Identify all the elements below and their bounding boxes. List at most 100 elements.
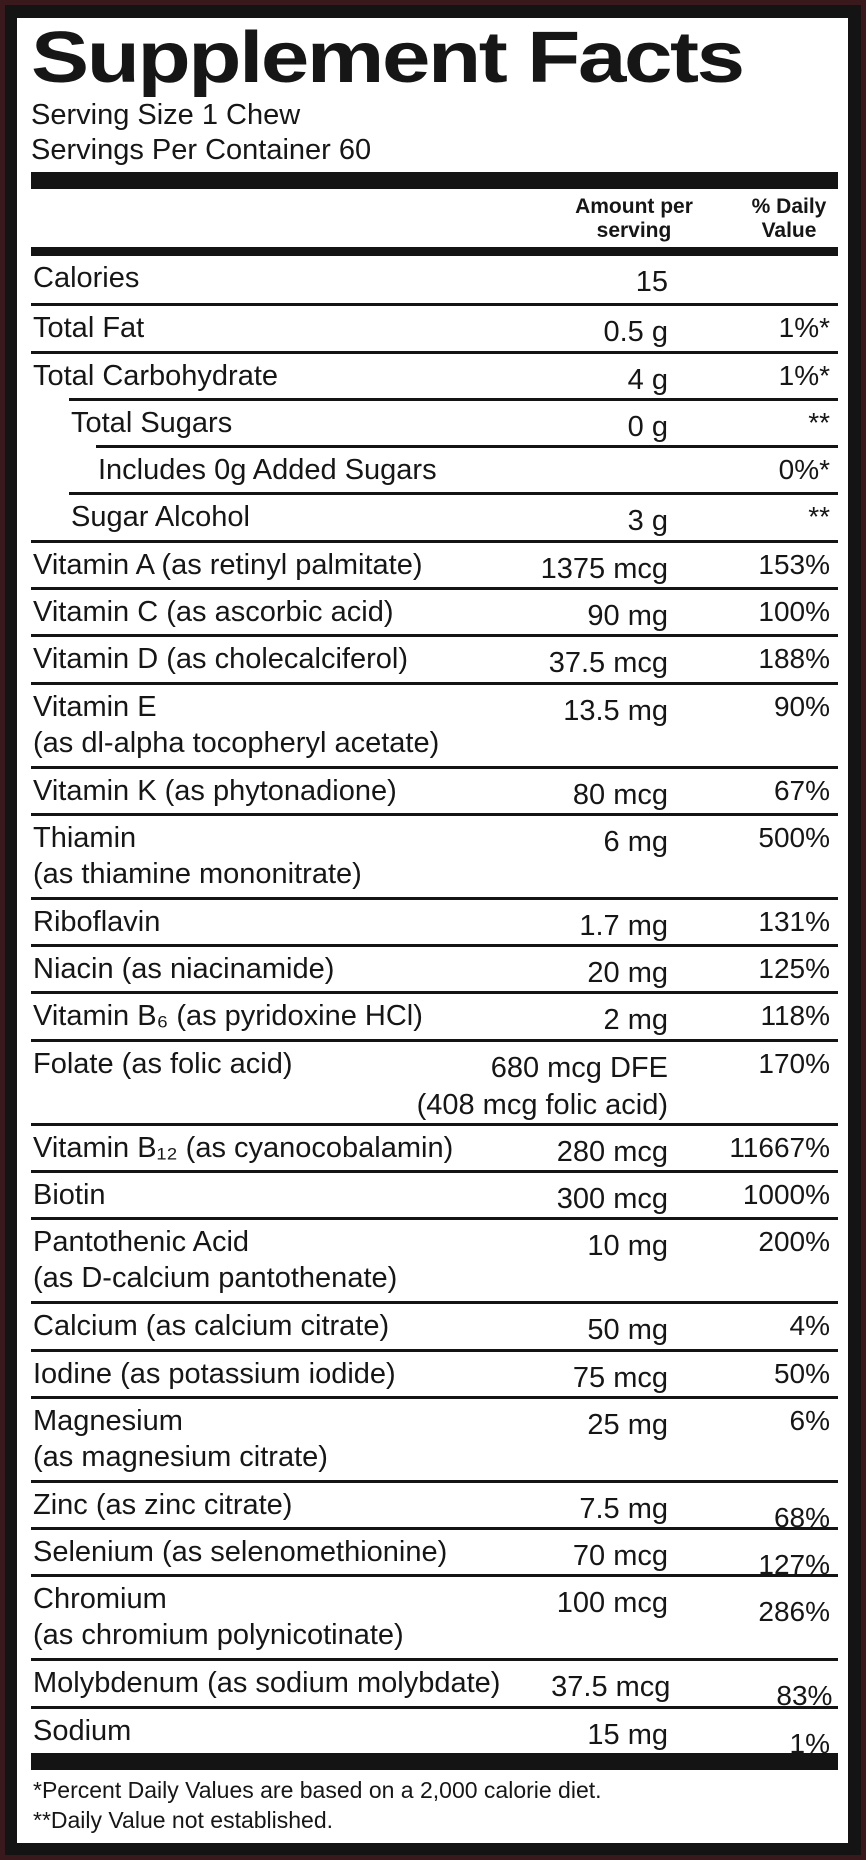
nutrient-name: Zinc (as zinc citrate): [31, 1487, 498, 1524]
nutrient-amount-line1: 0 g: [627, 410, 668, 443]
nutrient-row: Sodium 15 mg 1%: [31, 1705, 838, 1759]
nutrient-amount-line1: 75 mcg: [572, 1361, 668, 1394]
nutrient-row: Includes 0g Added Sugars 0%*: [96, 445, 838, 492]
nutrient-daily-value-text: 1%*: [778, 359, 830, 391]
nutrient-daily-value: 67%: [668, 773, 838, 810]
nutrient-daily-value: 200%: [668, 1224, 838, 1298]
nutrient-name-line1: Vitamin A (as retinyl palmitate): [33, 548, 423, 581]
nutrient-row: Total Sugars 0 g **: [69, 397, 838, 445]
nutrient-name-line1: Total Sugars: [71, 406, 233, 439]
nutrient-name: Vitamin C (as ascorbic acid): [31, 594, 498, 631]
nutrient-amount: 90 mg: [498, 594, 668, 632]
nutrient-amount-line1: 1375 mcg: [540, 552, 668, 585]
nutrient-daily-value: 153%: [668, 547, 838, 584]
nutrient-name: Sodium: [31, 1713, 498, 1750]
nutrient-name-line1: Sugar Alcohol: [71, 501, 250, 534]
nutrient-amount: 20 mg: [498, 951, 668, 990]
nutrient-amount: 70 mcg: [498, 1534, 668, 1573]
nutrient-daily-value: 170%: [668, 1046, 838, 1120]
nutrient-daily-value: **: [668, 405, 838, 442]
nutrient-name-line1: Includes 0g Added Sugars: [98, 454, 437, 487]
nutrient-daily-value: 286%: [668, 1581, 838, 1655]
nutrient-row: Vitamin B₁₂ (as cyanocobalamin) 280 mcg 11…: [31, 1122, 838, 1170]
nutrient-name-line1: Zinc (as zinc citrate): [33, 1488, 293, 1521]
nutrient-daily-value-text: 83%: [776, 1680, 833, 1712]
nutrient-name: Vitamin D (as cholecalciferol): [31, 641, 498, 678]
nutrient-name: Riboflavin: [31, 904, 498, 941]
nutrient-name-line1: Iodine (as potassium iodide): [33, 1357, 396, 1390]
footnotes: *Percent Daily Values are based on a 2,0…: [31, 1775, 838, 1835]
nutrient-daily-value-text: 127%: [758, 1549, 830, 1581]
nutrient-name-line1: Vitamin B₁₂ (as cyanocobalamin): [33, 1131, 454, 1164]
nutrient-row: Vitamin A (as retinyl palmitate) 1375 mcg…: [31, 539, 838, 587]
column-header-amount-line2: serving: [596, 219, 672, 242]
nutrient-name-line2: (as dl-alpha tocopheryl acetate): [33, 726, 440, 759]
nutrient-daily-value-text: 1%*: [778, 312, 830, 344]
nutrient-row: Riboflavin 1.7 mg 131%: [31, 896, 838, 944]
nutrient-amount-line1: 300 mcg: [556, 1182, 668, 1215]
nutrient-row: Iodine (as potassium iodide) 75 mcg 50%: [31, 1348, 838, 1396]
nutrient-daily-value-text: 6%: [789, 1404, 830, 1436]
nutrient-name-line1: Calcium (as calcium citrate): [33, 1310, 390, 1343]
nutrient-name: Vitamin K (as phytonadione): [31, 773, 498, 810]
nutrient-daily-value-text: 125%: [758, 953, 830, 985]
nutrient-daily-value: 131%: [668, 904, 838, 941]
nutrient-name-line1: Magnesium: [33, 1404, 183, 1437]
nutrient-row: Thiamin (as thiamine mononitrate) 6 mg 500%: [31, 812, 838, 897]
nutrient-name: Total Carbohydrate: [31, 358, 498, 395]
nutrient-daily-value-text: **: [808, 406, 830, 438]
nutrient-row: Zinc (as zinc citrate) 7.5 mg 68%: [31, 1479, 838, 1533]
nutrient-daily-value: 6%: [668, 1403, 838, 1477]
nutrient-name-line2: (as magnesium citrate): [33, 1440, 328, 1473]
nutrient-name-line1: Folate (as folic acid): [33, 1047, 293, 1080]
nutrient-name-line1: Sodium: [33, 1714, 132, 1747]
nutrient-amount: 15: [498, 260, 668, 300]
nutrient-name-line1: Niacin (as niacinamide): [33, 953, 335, 986]
nutrient-amount: 4 g: [498, 358, 668, 396]
nutrient-amount-line1: 4 g: [627, 363, 668, 396]
nutrient-daily-value-text: 90%: [773, 690, 830, 722]
nutrient-amount-line1: 70 mcg: [572, 1540, 668, 1573]
nutrient-row: Vitamin E (as dl-alpha tocopheryl acetate…: [31, 681, 838, 766]
nutrient-amount-line1: 680 mcg DFE: [490, 1051, 668, 1084]
nutrient-name-line2: (as chromium polynicotinate): [33, 1619, 404, 1652]
nutrient-daily-value: **: [668, 499, 838, 536]
nutrient-amount: 13.5 mg: [498, 689, 668, 763]
nutrient-amount-line1: 20 mg: [587, 957, 668, 990]
nutrient-daily-value-text: 131%: [758, 905, 830, 937]
footnote-percent-daily-values: *Percent Daily Values are based on a 2,0…: [33, 1777, 602, 1803]
nutrient-daily-value: 90%: [668, 689, 838, 763]
nutrient-daily-value: 4%: [668, 1308, 838, 1345]
nutrient-row: Calcium (as calcium citrate) 50 mg 4%: [31, 1301, 838, 1348]
nutrient-daily-value-text: 4%: [789, 1310, 830, 1342]
nutrient-row: Niacin (as niacinamide) 20 mg 125%: [31, 944, 838, 991]
nutrient-name-line1: Molybdenum (as sodium molybdate): [33, 1667, 501, 1700]
nutrient-row: Chromium (as chromium polynicotinate) 100 …: [31, 1574, 838, 1658]
nutrient-amount-line1: 90 mg: [587, 599, 668, 632]
nutrient-amount: 25 mg: [498, 1403, 668, 1477]
nutrient-amount: 10 mg: [498, 1224, 668, 1298]
nutrient-name: Vitamin B₁₂ (as cyanocobalamin): [31, 1130, 498, 1167]
nutrient-row: Total Carbohydrate 4 g 1%*: [31, 350, 838, 398]
nutrient-row: Selenium (as selenomethionine) 70 mcg 127%: [31, 1527, 838, 1580]
nutrient-daily-value: 83%: [670, 1665, 840, 1711]
nutrient-daily-value: 1%*: [668, 310, 838, 347]
nutrient-amount: 280 mcg: [498, 1130, 668, 1168]
nutrient-daily-value-text: 67%: [773, 774, 830, 806]
nutrient-daily-value: 188%: [668, 641, 838, 678]
nutrient-name-line1: Riboflavin: [33, 905, 161, 938]
nutrient-amount-line1: 15 mg: [587, 1718, 668, 1751]
nutrient-name: Folate (as folic acid): [31, 1046, 498, 1120]
nutrient-daily-value-text: 0%*: [778, 454, 830, 486]
nutrient-amount-line1: 1.7 mg: [579, 909, 668, 942]
nutrient-name: Calcium (as calcium citrate): [31, 1308, 498, 1345]
supplement-facts-panel: Supplement Facts Serving Size 1 Chew Ser…: [17, 18, 848, 1843]
nutrient-amount-line1: 7.5 mg: [579, 1492, 668, 1525]
column-header-amount: Amount per serving: [548, 195, 720, 243]
nutrient-row: Vitamin D (as cholecalciferol) 37.5 mcg 18…: [31, 634, 838, 681]
nutrient-amount-line1: 10 mg: [587, 1230, 668, 1263]
facts-table: Calories 15 Total Fat 0.5 g 1%* Total Carbohy…: [31, 256, 840, 1759]
nutrient-amount: 0.5 g: [498, 310, 669, 348]
nutrient-amount: 1.7 mg: [498, 904, 668, 942]
